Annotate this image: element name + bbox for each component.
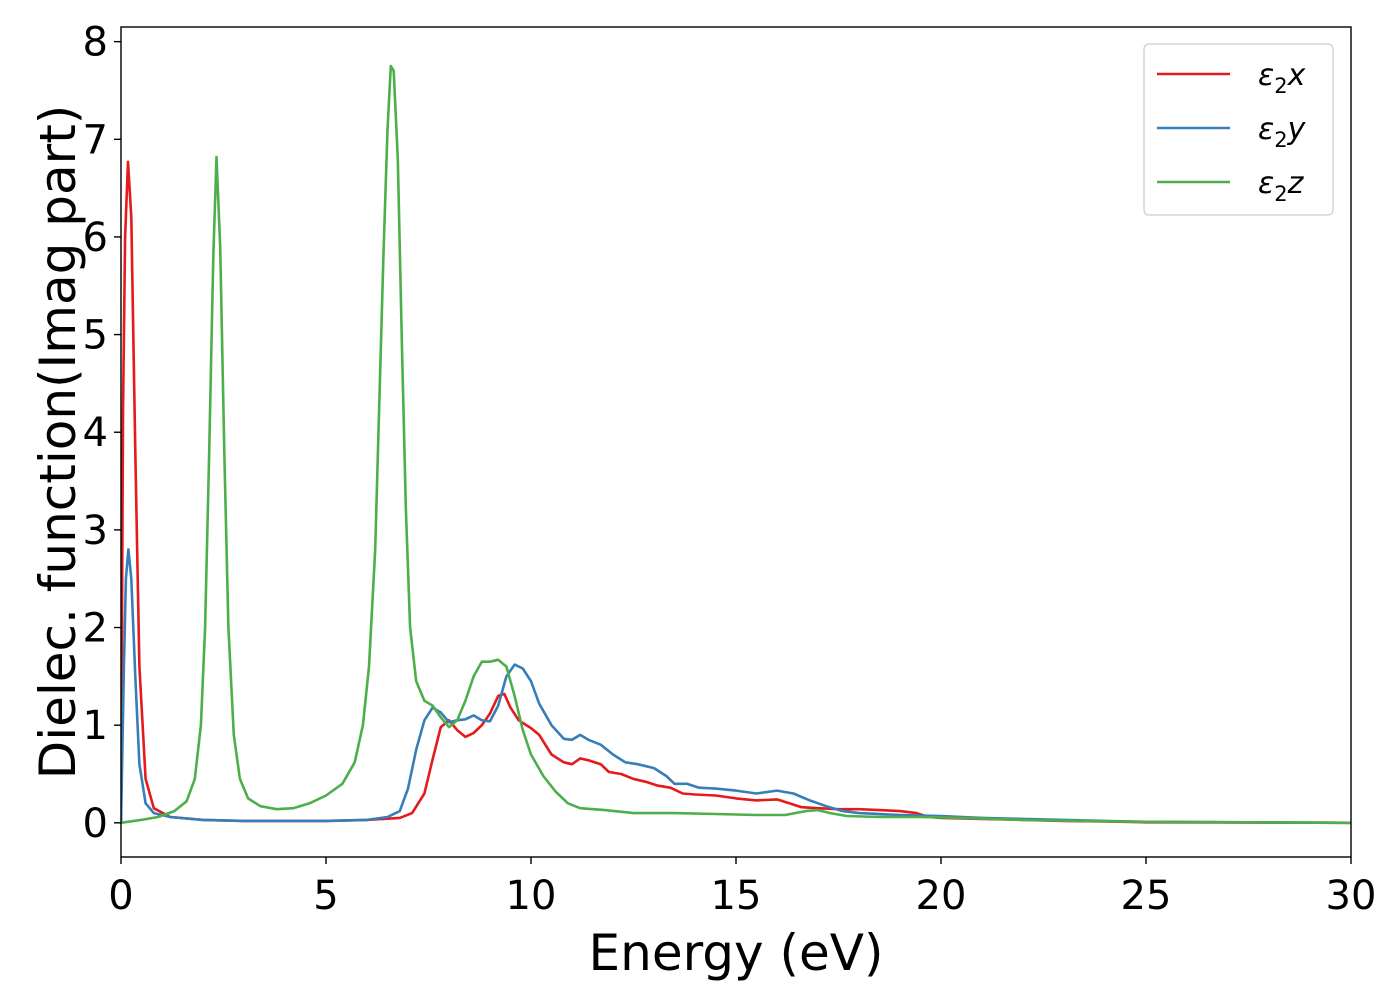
y-tick-label: 6: [83, 215, 108, 261]
series-line-y: [121, 548, 1351, 825]
legend: ε2x ε2y ε2z: [1143, 43, 1334, 216]
y-tick-label: 2: [83, 606, 108, 652]
x-axis: 0 5 10 15 20 25 30: [108, 857, 1376, 919]
y-tick-label: 0: [83, 801, 108, 847]
plot-area: [121, 64, 1351, 825]
x-tick-label: 5: [313, 873, 338, 919]
y-tick-label: 7: [83, 117, 108, 163]
y-axis: 0 1 2 3 4 5 6 7 8: [83, 20, 121, 847]
y-tick-label: 1: [83, 703, 108, 749]
x-tick-label: 20: [916, 873, 967, 919]
x-tick-label: 30: [1326, 873, 1377, 919]
y-tick-label: 8: [83, 20, 108, 66]
x-tick-label: 25: [1121, 873, 1172, 919]
series-line-x: [121, 160, 1351, 825]
legend-label: ε2z: [1258, 166, 1305, 206]
y-tick-label: 4: [83, 410, 108, 456]
y-tick-label: 5: [83, 313, 108, 359]
y-axis-label: Dielec. function(Imag part): [29, 105, 87, 780]
x-axis-label: Energy (eV): [589, 924, 884, 982]
series-line-z: [121, 64, 1351, 825]
x-tick-label: 10: [506, 873, 557, 919]
x-tick-label: 0: [108, 873, 133, 919]
legend-label: ε2x: [1258, 58, 1306, 98]
legend-box: [1143, 43, 1334, 216]
legend-label: ε2y: [1258, 112, 1307, 152]
x-tick-label: 15: [711, 873, 762, 919]
y-tick-label: 3: [83, 508, 108, 554]
